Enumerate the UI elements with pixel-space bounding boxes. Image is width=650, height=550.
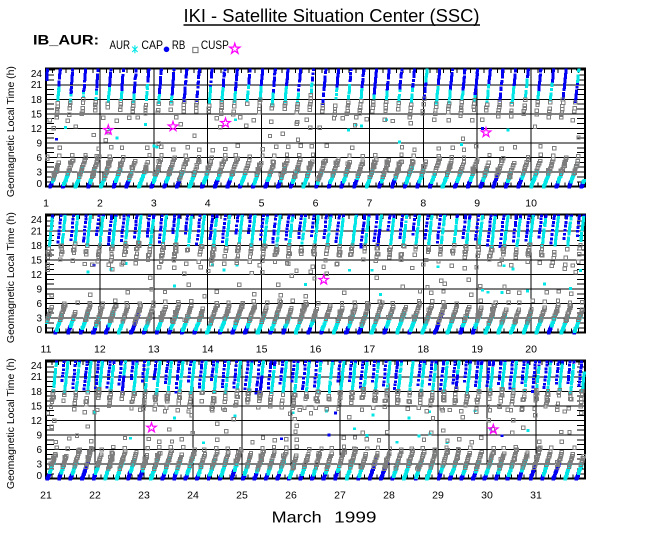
svg-text:18: 18 xyxy=(31,387,43,398)
svg-text:13: 13 xyxy=(148,343,160,355)
svg-text:21: 21 xyxy=(31,80,43,91)
svg-text:19: 19 xyxy=(471,343,483,355)
svg-text:9: 9 xyxy=(474,197,480,209)
svg-text:14: 14 xyxy=(202,343,214,355)
svg-text:4: 4 xyxy=(205,197,211,209)
svg-text:IKI - Satellite Situation Cent: IKI - Satellite Situation Center (SSC) xyxy=(184,5,480,26)
svg-text:3: 3 xyxy=(151,197,157,209)
svg-text:22: 22 xyxy=(89,489,101,501)
svg-text:0: 0 xyxy=(36,471,42,482)
svg-text:6: 6 xyxy=(313,197,319,209)
svg-text:26: 26 xyxy=(285,489,297,501)
svg-text:12: 12 xyxy=(31,124,43,135)
svg-text:28: 28 xyxy=(383,489,395,501)
svg-text:31: 31 xyxy=(530,489,542,501)
svg-text:25: 25 xyxy=(236,489,248,501)
svg-text:6: 6 xyxy=(36,299,42,310)
svg-text:IB_AUR:: IB_AUR: xyxy=(33,31,99,47)
svg-text:Geomagnetic Local Time (h): Geomagnetic Local Time (h) xyxy=(5,212,17,343)
svg-text:6: 6 xyxy=(36,153,42,164)
svg-text:12: 12 xyxy=(31,270,43,281)
svg-text:21: 21 xyxy=(40,489,52,501)
svg-text:23: 23 xyxy=(138,489,150,501)
svg-text:21: 21 xyxy=(31,372,43,383)
svg-text:15: 15 xyxy=(31,109,43,120)
svg-text:10: 10 xyxy=(525,197,537,209)
svg-text:1: 1 xyxy=(43,197,49,209)
svg-text:24: 24 xyxy=(31,361,43,372)
svg-text:11: 11 xyxy=(41,343,52,355)
svg-text:2: 2 xyxy=(97,197,103,209)
svg-text:17: 17 xyxy=(364,343,376,355)
svg-text:9: 9 xyxy=(36,285,42,296)
svg-text:RB: RB xyxy=(172,38,185,52)
svg-text:12: 12 xyxy=(31,416,43,427)
svg-text:18: 18 xyxy=(417,343,429,355)
svg-text:18: 18 xyxy=(31,95,43,106)
svg-text:3: 3 xyxy=(36,168,42,179)
svg-text:5: 5 xyxy=(259,197,265,209)
svg-text:March: March xyxy=(272,509,322,526)
svg-text:15: 15 xyxy=(31,401,43,412)
svg-text:8: 8 xyxy=(420,197,426,209)
svg-text:9: 9 xyxy=(36,138,42,149)
svg-text:1999: 1999 xyxy=(334,509,376,526)
svg-text:6: 6 xyxy=(36,445,42,456)
svg-text:7: 7 xyxy=(366,197,372,209)
svg-text:27: 27 xyxy=(334,489,346,501)
svg-text:21: 21 xyxy=(31,226,43,237)
svg-text:15: 15 xyxy=(256,343,268,355)
svg-text:20: 20 xyxy=(525,343,537,355)
svg-text:12: 12 xyxy=(94,343,106,355)
svg-text:AUR: AUR xyxy=(110,38,131,52)
svg-text:0: 0 xyxy=(36,325,42,336)
svg-text:Geomagnetic Local Time (h): Geomagnetic Local Time (h) xyxy=(5,358,17,489)
svg-text:CAP: CAP xyxy=(141,38,163,52)
svg-text:Geomagnetic Local Time (h): Geomagnetic Local Time (h) xyxy=(5,66,17,197)
svg-text:24: 24 xyxy=(187,489,199,501)
svg-text:3: 3 xyxy=(36,314,42,325)
svg-text:15: 15 xyxy=(31,255,43,266)
svg-text:18: 18 xyxy=(31,241,43,252)
svg-text:24: 24 xyxy=(31,215,43,226)
svg-text:9: 9 xyxy=(36,431,42,442)
svg-text:0: 0 xyxy=(36,179,42,190)
svg-text:30: 30 xyxy=(481,489,493,501)
svg-text:3: 3 xyxy=(36,460,42,471)
svg-text:29: 29 xyxy=(432,489,444,501)
svg-text:CUSP: CUSP xyxy=(201,38,229,52)
svg-text:16: 16 xyxy=(310,343,322,355)
svg-text:24: 24 xyxy=(31,69,43,80)
